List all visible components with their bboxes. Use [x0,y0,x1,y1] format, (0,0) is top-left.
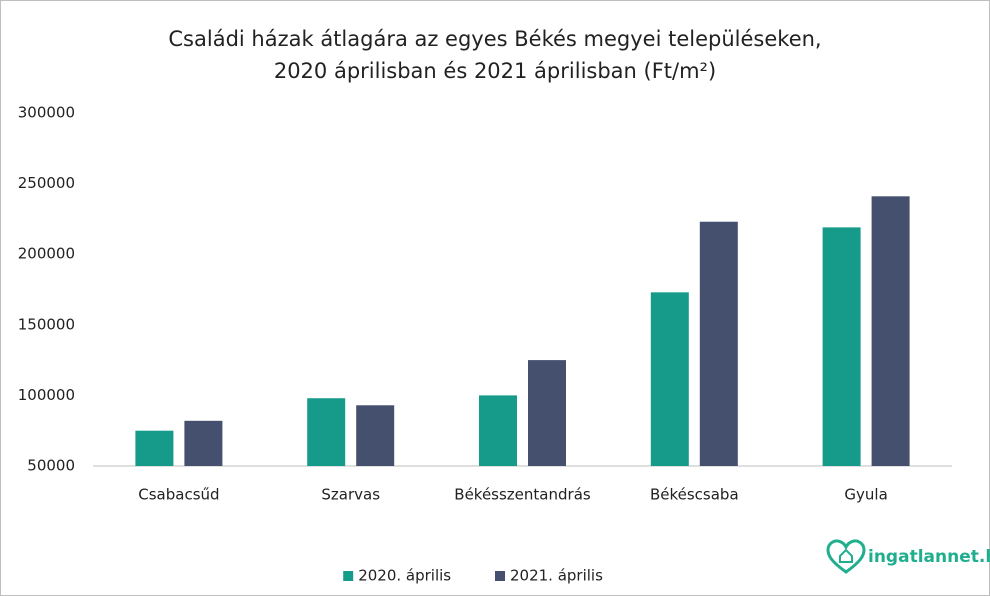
legend-swatch [495,571,505,581]
y-tick-label: 250000 [18,174,75,192]
bar [650,292,689,466]
y-tick-label: 100000 [18,386,75,404]
bar [184,420,223,466]
bar [871,196,910,467]
bar [699,221,738,466]
logo-text: ingatlannet.hu [868,547,990,567]
legend-label: 2021. április [510,567,603,585]
x-tick-label: Békésszentandrás [454,486,591,504]
y-tick-label: 150000 [18,315,75,333]
legend-swatch [343,571,354,581]
logo-icon [826,539,866,574]
x-tick-label: Csabacsűd [138,486,219,504]
bar [307,398,346,466]
chart-title: 2020 áprilisban és 2021 áprilisban (Ft/m… [274,59,716,83]
chart-title: Családi házak átlagára az egyes Békés me… [168,27,821,51]
y-tick-label: 300000 [18,104,75,122]
x-tick-label: Gyula [844,486,887,504]
logo: ingatlannet.hu [826,539,990,574]
y-tick-label: 50000 [27,457,75,475]
y-tick-label: 200000 [18,245,75,263]
bar [479,395,517,466]
bar [356,405,395,466]
x-tick-label: Békéscsaba [650,486,739,504]
bar [135,430,174,466]
bar [822,227,861,466]
logo-house [839,548,853,563]
legend-label: 2020. április [358,567,451,585]
bar [528,360,566,466]
x-tick-label: Szarvas [321,486,380,504]
